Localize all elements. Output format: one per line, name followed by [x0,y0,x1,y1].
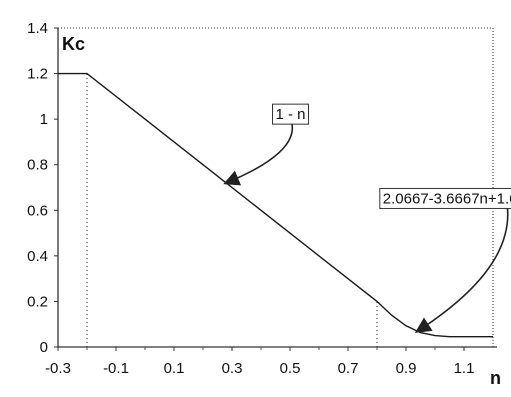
annotation: 2.0667-3.6667n+1.6667n2 [379,187,511,333]
x-tick-label: 0.9 [396,360,417,377]
y-tick-label: 0 [40,339,48,356]
plot-area-border [57,27,494,348]
x-tick-label: 0.7 [338,360,359,377]
x-tick-label: 0.3 [222,360,243,377]
annotation-label: 1 - n [276,106,306,123]
annotation: 1 - n [223,103,310,186]
x-axis-title: n [490,368,501,388]
annotation-box [379,187,511,209]
y-tick-label: 0.6 [27,202,48,219]
y-tick-label: 0.8 [27,157,48,174]
y-tick-label: 1 [40,111,48,128]
plot-frame [57,27,497,348]
annotation-label: 2.0667-3.6667n+1.6667n [383,190,511,207]
y-tick-label: 0.4 [27,248,48,265]
annotation-arrow [223,123,294,186]
axis-ticks [54,27,465,351]
y-axis-title: Kc [62,34,85,54]
annotation-box [272,103,310,125]
annotations: 1 - n 2.0667-3.6667n+1.6667n2 [223,103,511,333]
x-tick-label: 0.5 [280,360,301,377]
tick-labels: 0 0.2 0.4 0.6 0.8 1 1.2 1.4 -0.3 -0.1 0.1 0.3 0.5 0.7… [27,20,474,377]
annotation-arrow [414,208,509,333]
reference-lines [86,73,378,347]
y-tick-label: 1.2 [27,66,48,83]
series-layer [58,72,493,338]
x-tick-label: 0.1 [164,360,185,377]
y-tick-label: 1.4 [27,20,48,37]
x-tick-label: -0.3 [45,360,71,377]
y-tick-label: 0.2 [27,293,48,310]
series-line [58,72,493,338]
x-tick-label: 1.1 [454,360,475,377]
x-tick-label: -0.1 [103,360,129,377]
